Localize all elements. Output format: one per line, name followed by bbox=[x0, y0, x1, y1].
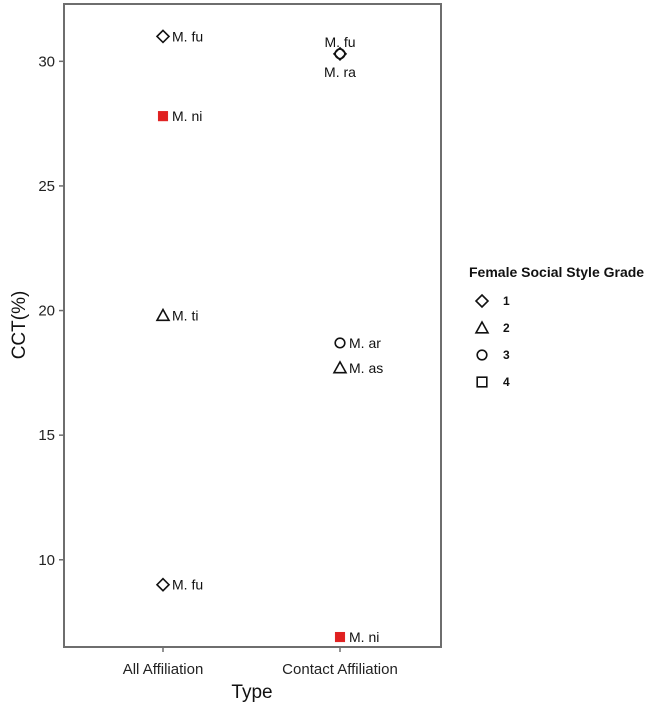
data-point-m-ni bbox=[334, 631, 346, 643]
legend-label-1: 1 bbox=[503, 294, 510, 308]
legend: Female Social Style Grade 1 2 3 4 bbox=[469, 264, 644, 389]
plot-panel bbox=[63, 3, 442, 648]
data-point-m-as bbox=[332, 360, 348, 374]
y-tick-label: 10 bbox=[38, 552, 55, 569]
point-label-m-as: M. as bbox=[349, 360, 383, 376]
legend-key-diamond bbox=[474, 293, 490, 309]
legend-title: Female Social Style Grade bbox=[469, 264, 644, 280]
point-label-m-ar: M. ar bbox=[349, 335, 381, 351]
point-label-m-fu: M. fu bbox=[324, 34, 355, 50]
point-label-m-ni: M. ni bbox=[349, 629, 379, 645]
data-point-m-ni bbox=[157, 111, 169, 122]
legend-key-triangle bbox=[474, 320, 490, 334]
legend-key-circle bbox=[476, 349, 488, 361]
legend-label-2: 2 bbox=[503, 321, 510, 335]
point-label-m-fu: M. fu bbox=[172, 28, 203, 44]
data-point-m-fu bbox=[155, 577, 171, 592]
y-tick-label: 30 bbox=[38, 53, 55, 70]
point-label-m-ti: M. ti bbox=[172, 308, 198, 324]
x-axis: All Affiliation Contact Affiliation bbox=[123, 647, 398, 678]
y-tick-label: 25 bbox=[38, 178, 55, 195]
y-tick-label: 15 bbox=[38, 427, 55, 444]
data-point-m-ar bbox=[334, 337, 346, 349]
legend-label-4: 4 bbox=[503, 375, 510, 389]
legend-label-3: 3 bbox=[503, 348, 510, 362]
point-label-m-fu: M. fu bbox=[172, 577, 203, 593]
x-axis-title: Type bbox=[231, 682, 272, 703]
x-tick-label: All Affiliation bbox=[123, 661, 204, 678]
data-points bbox=[155, 29, 348, 643]
y-axis-title: CCT(%) bbox=[9, 291, 30, 360]
x-tick-label: Contact Affiliation bbox=[282, 661, 398, 678]
point-labels: M. fu M. ni M. ti M. fu M. fu M. ra M. ar M. as… bbox=[172, 28, 383, 645]
y-tick-label: 20 bbox=[38, 303, 55, 320]
point-label-m-ra: M. ra bbox=[324, 64, 356, 80]
data-point-m-fu bbox=[155, 29, 171, 44]
data-point-m-ra bbox=[334, 48, 346, 60]
legend-key-square bbox=[476, 376, 488, 388]
point-label-m-ni: M. ni bbox=[172, 108, 202, 124]
y-axis: 10 15 20 25 30 bbox=[38, 53, 64, 569]
data-point-m-ti bbox=[155, 307, 171, 322]
